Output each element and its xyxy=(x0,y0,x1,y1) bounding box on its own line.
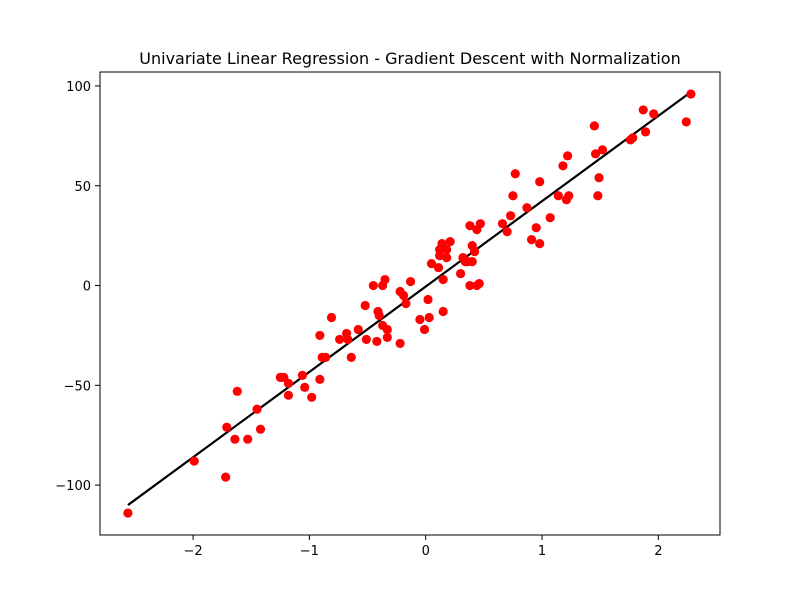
data-point xyxy=(467,256,477,267)
data-point xyxy=(380,274,390,285)
data-point xyxy=(535,177,545,187)
data-point xyxy=(638,105,648,115)
data-point xyxy=(230,434,240,444)
data-point xyxy=(343,334,353,345)
y-tick-label: −100 xyxy=(55,479,91,494)
data-point xyxy=(526,235,537,245)
data-point xyxy=(300,382,310,392)
data-point xyxy=(360,300,370,311)
data-point xyxy=(456,268,466,279)
data-point xyxy=(283,390,294,400)
data-point xyxy=(335,334,345,345)
data-point xyxy=(123,508,133,518)
x-tick-label: 2 xyxy=(654,544,662,559)
data-point xyxy=(594,173,604,183)
y-tick-label: 50 xyxy=(74,180,91,195)
data-point xyxy=(222,422,232,432)
data-point xyxy=(465,221,475,231)
data-point xyxy=(221,472,231,482)
data-point xyxy=(649,109,659,119)
x-tick-label: −2 xyxy=(183,544,202,559)
x-tick-label: 1 xyxy=(538,544,546,559)
data-point xyxy=(442,252,452,263)
data-point xyxy=(435,251,445,261)
data-point xyxy=(438,274,448,285)
regression-line xyxy=(127,91,692,506)
data-point xyxy=(368,280,378,291)
data-point xyxy=(442,245,452,255)
data-point xyxy=(255,424,266,434)
data-point xyxy=(374,310,384,321)
data-point xyxy=(395,338,405,349)
data-point xyxy=(681,117,691,127)
data-point xyxy=(535,239,545,249)
data-point xyxy=(372,336,382,347)
data-point xyxy=(531,223,541,233)
data-point xyxy=(382,324,392,335)
data-point xyxy=(506,211,516,221)
chart-title: Univariate Linear Regression - Gradient … xyxy=(139,49,680,68)
data-point xyxy=(382,332,392,343)
y-tick-label: −50 xyxy=(64,379,91,394)
data-point xyxy=(424,312,434,323)
data-point xyxy=(252,404,262,414)
data-point xyxy=(628,133,638,143)
axes-frame xyxy=(99,71,721,536)
data-point xyxy=(401,298,411,309)
data-point xyxy=(326,312,337,323)
data-point xyxy=(640,127,651,137)
data-point xyxy=(415,314,425,325)
data-point xyxy=(297,370,308,380)
data-point xyxy=(243,434,253,444)
data-point xyxy=(426,258,437,269)
data-point xyxy=(589,121,599,131)
data-point xyxy=(423,294,433,305)
x-tick-label: 0 xyxy=(422,544,430,559)
data-point xyxy=(593,191,603,201)
data-point xyxy=(475,219,485,229)
data-point xyxy=(315,330,325,341)
data-point xyxy=(497,219,508,229)
data-point xyxy=(315,374,325,384)
data-point xyxy=(474,278,484,289)
data-point xyxy=(597,145,608,155)
data-point xyxy=(545,213,555,223)
data-point xyxy=(686,89,696,99)
data-point xyxy=(502,227,512,237)
x-tick-label: −1 xyxy=(300,544,319,559)
data-point xyxy=(465,280,475,291)
data-point xyxy=(553,191,563,201)
data-point xyxy=(445,237,455,247)
data-point xyxy=(564,191,574,201)
data-point xyxy=(438,306,448,317)
data-point xyxy=(508,191,518,201)
data-point xyxy=(283,378,294,388)
data-point xyxy=(419,324,430,335)
y-tick-label: 100 xyxy=(66,80,91,95)
y-tick-label: 0 xyxy=(83,280,91,295)
data-point xyxy=(399,290,409,301)
data-point xyxy=(433,262,444,273)
data-point xyxy=(353,324,363,335)
data-point xyxy=(563,151,573,161)
data-point xyxy=(232,386,242,396)
plot-area: −2 −1 0 1 2 −100 −50 0 50 100 xyxy=(55,71,721,559)
data-point xyxy=(522,203,532,213)
data-point xyxy=(307,392,317,402)
data-point xyxy=(189,456,199,466)
data-point xyxy=(590,149,601,159)
data-point xyxy=(361,334,371,345)
data-point xyxy=(558,161,568,171)
data-point xyxy=(346,352,356,362)
data-point xyxy=(510,169,520,179)
data-point xyxy=(321,352,331,362)
data-point xyxy=(469,247,480,257)
data-point xyxy=(405,276,416,287)
